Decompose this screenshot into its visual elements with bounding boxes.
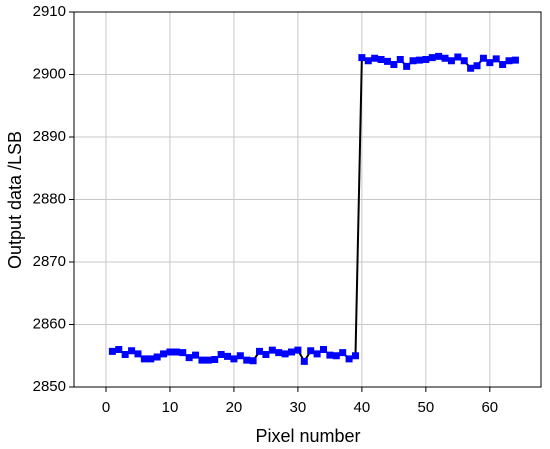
marker [441,54,449,62]
marker [486,59,494,67]
marker [377,56,385,63]
marker [364,57,372,65]
marker [300,357,308,365]
x-tick-label: 60 [481,399,498,416]
marker [473,62,481,70]
marker [128,347,136,355]
marker [160,350,168,358]
y-tick-label: 2860 [33,315,66,332]
marker [511,56,519,64]
x-tick-label: 30 [290,399,307,416]
marker [492,55,500,63]
marker [281,350,289,358]
marker [313,350,321,358]
marker [224,352,232,360]
marker [256,347,264,355]
y-tick-label: 2900 [33,65,66,82]
marker [108,347,116,355]
marker [422,56,430,63]
marker [499,61,507,68]
marker [460,57,468,65]
x-tick-label: 50 [418,399,435,416]
marker [326,351,334,359]
marker [332,352,340,360]
marker [243,356,251,364]
marker [390,61,398,68]
plot-frame [73,11,542,388]
x-tick-label: 0 [102,399,110,416]
y-tick-label: 2880 [33,190,66,207]
marker [383,57,391,65]
marker [179,349,187,357]
marker [192,351,200,359]
marker [403,62,411,70]
y-tick-label: 2910 [33,3,66,20]
marker [345,355,353,363]
x-tick-label: 20 [226,399,243,416]
y-tick-label: 2850 [33,378,66,395]
marker [249,357,257,365]
marker [230,355,238,363]
marker [275,349,283,357]
marker [217,351,225,358]
marker [236,352,244,360]
marker [358,54,366,62]
marker [454,53,462,61]
marker [371,54,379,62]
y-axis-title: Output data /LSB [5,131,25,269]
marker [307,347,315,355]
marker [409,57,417,65]
marker [204,356,212,364]
y-tick-label: 2870 [33,253,66,270]
x-axis-title: Pixel number [255,426,360,446]
marker [415,56,423,64]
marker [262,351,270,358]
marker [198,356,206,364]
marker [319,346,327,353]
marker [467,64,475,72]
marker [435,52,443,60]
marker [211,356,219,363]
marker [147,355,155,363]
marker [339,349,347,357]
marker [153,353,161,361]
marker [288,348,296,356]
marker [134,350,142,358]
marker [351,352,359,360]
marker [115,346,123,353]
x-tick-label: 40 [354,399,371,416]
marker [121,351,129,358]
marker [396,56,404,63]
marker [172,348,180,356]
marker [185,354,193,362]
marker [479,54,487,62]
marker [428,54,436,62]
marker [140,355,148,363]
x-tick-label: 10 [162,399,179,416]
marker [447,57,455,65]
marker [166,348,174,356]
y-tick-label: 2890 [33,128,66,145]
marker [268,346,276,354]
marker [505,57,513,65]
line [112,55,516,364]
marker [294,346,302,354]
